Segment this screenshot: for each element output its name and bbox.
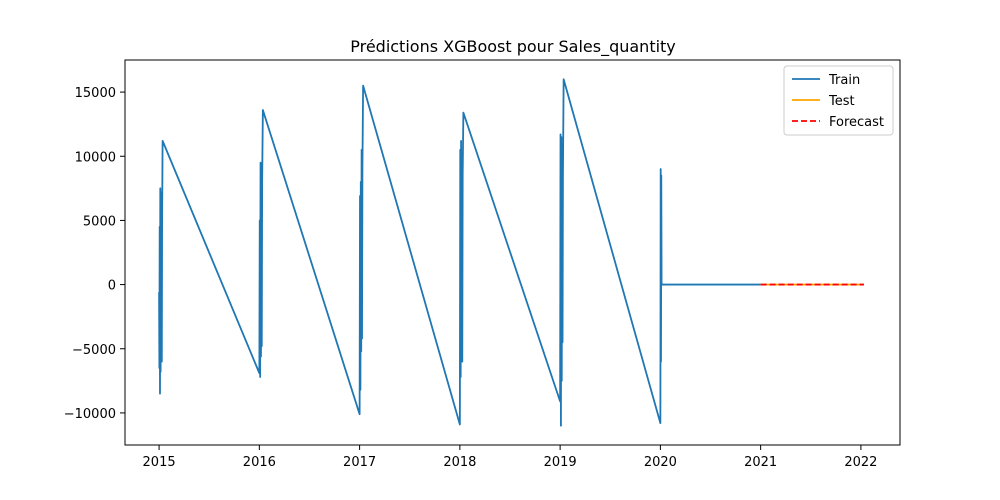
y-tick-label: −5000	[72, 343, 116, 358]
x-axis: 2015 2016 2017 2018 2019 2020 2021 2022	[143, 445, 877, 470]
series-layer	[158, 78, 864, 427]
y-tick-label: −10000	[64, 407, 116, 422]
x-tick-label: 2017	[343, 455, 376, 470]
x-tick-label: 2021	[744, 455, 777, 470]
x-tick-label: 2016	[243, 455, 276, 470]
chart-title: Prédictions XGBoost pour Sales_quantity	[350, 37, 676, 57]
x-tick-label: 2019	[544, 455, 577, 470]
legend-label-forecast: Forecast	[829, 115, 884, 130]
y-axis: −10000 −5000 0 5000 10000 15000	[64, 86, 125, 422]
legend-label-train: Train	[828, 73, 860, 88]
legend-label-test: Test	[828, 94, 855, 109]
x-tick-label: 2022	[844, 455, 877, 470]
series-line-train	[158, 78, 761, 427]
y-tick-label: 15000	[75, 86, 116, 101]
x-tick-label: 2020	[644, 455, 677, 470]
y-tick-label: 5000	[83, 214, 116, 229]
x-tick-label: 2015	[143, 455, 176, 470]
y-tick-label: 10000	[75, 150, 116, 165]
legend-box	[783, 65, 894, 136]
legend: Train Test Forecast	[783, 65, 894, 136]
axes-frame	[124, 59, 901, 446]
x-tick-label: 2018	[443, 455, 476, 470]
y-tick-label: 0	[108, 279, 116, 294]
